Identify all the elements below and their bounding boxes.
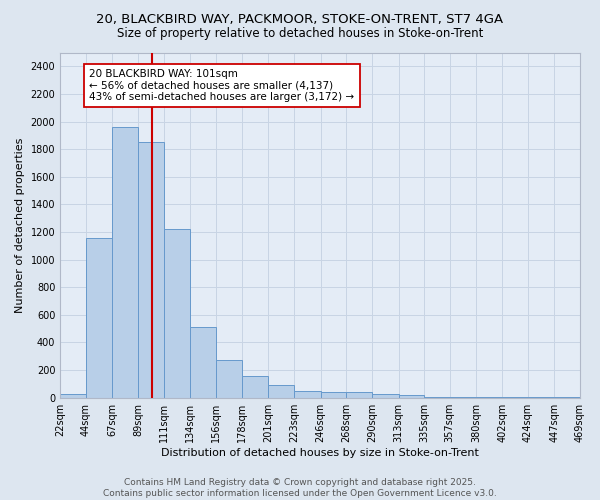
Bar [216, 360, 242, 398]
Text: 20 BLACKBIRD WAY: 101sqm
← 56% of detached houses are smaller (4,137)
43% of sem: 20 BLACKBIRD WAY: 101sqm ← 56% of detach… [89, 69, 355, 102]
Y-axis label: Number of detached properties: Number of detached properties [15, 138, 25, 313]
Bar [268, 386, 294, 398]
Bar [450, 397, 476, 398]
Bar [294, 391, 320, 398]
Bar [138, 142, 164, 398]
Text: 20, BLACKBIRD WAY, PACKMOOR, STOKE-ON-TRENT, ST7 4GA: 20, BLACKBIRD WAY, PACKMOOR, STOKE-ON-TR… [97, 12, 503, 26]
Bar [242, 376, 268, 398]
Bar [424, 397, 450, 398]
Text: Contains HM Land Registry data © Crown copyright and database right 2025.
Contai: Contains HM Land Registry data © Crown c… [103, 478, 497, 498]
X-axis label: Distribution of detached houses by size in Stoke-on-Trent: Distribution of detached houses by size … [161, 448, 479, 458]
Bar [190, 328, 216, 398]
Bar [372, 394, 398, 398]
Bar [112, 127, 138, 398]
Bar [86, 238, 112, 398]
Bar [60, 394, 86, 398]
Text: Size of property relative to detached houses in Stoke-on-Trent: Size of property relative to detached ho… [117, 28, 483, 40]
Bar [346, 392, 372, 398]
Bar [320, 392, 346, 398]
Bar [476, 397, 502, 398]
Bar [398, 395, 424, 398]
Bar [164, 228, 190, 398]
